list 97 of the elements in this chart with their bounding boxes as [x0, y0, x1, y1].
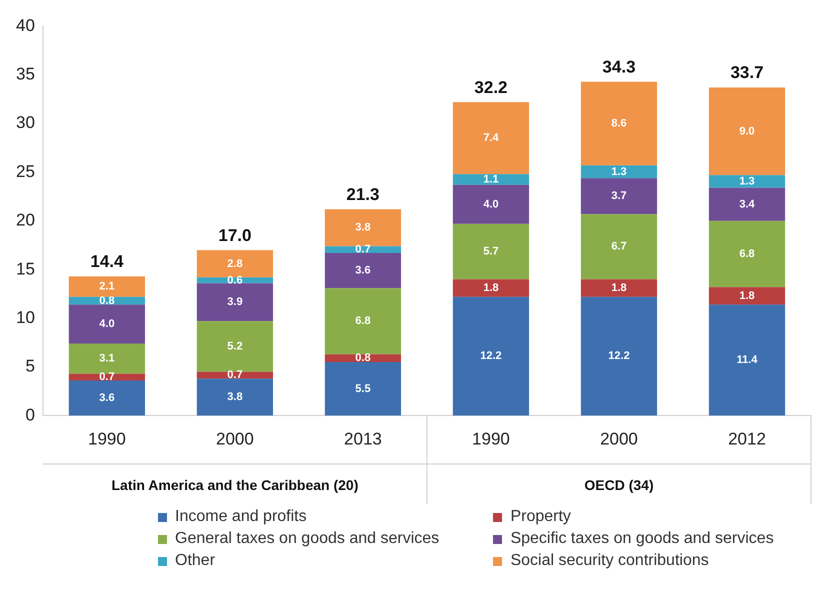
data-label: 5.5 — [355, 382, 371, 395]
data-label: 7.4 — [483, 132, 500, 144]
y-tick-label: 15 — [16, 259, 35, 278]
bar — [196, 250, 274, 278]
bar — [196, 283, 274, 322]
bar — [580, 165, 658, 178]
legend-label: Social security contributions — [510, 552, 709, 570]
data-label: 12.2 — [480, 350, 502, 362]
data-label: 0.7 — [99, 371, 115, 384]
data-label: 1.8 — [611, 282, 627, 294]
bar — [580, 214, 658, 280]
bar — [708, 304, 786, 416]
bar — [452, 279, 530, 297]
legend-label: Income and profits — [175, 508, 307, 526]
y-tick-label: 0 — [25, 405, 35, 424]
bar — [708, 88, 786, 176]
legend-label: Other — [175, 552, 216, 570]
data-label: 4.0 — [483, 198, 499, 210]
data-label: 5.2 — [227, 340, 243, 353]
total-label: 33.7 — [730, 63, 764, 82]
y-tick-label: 20 — [16, 210, 35, 230]
bar — [68, 344, 145, 374]
bar — [452, 174, 530, 185]
y-tick-label: 40 — [16, 16, 35, 35]
bar — [580, 279, 658, 297]
data-label: 12.2 — [608, 350, 630, 362]
data-label: 0.7 — [227, 369, 243, 382]
data-label: 2.1 — [99, 280, 115, 293]
text: Latin America and the Caribbean (20) — [111, 476, 358, 493]
bar — [580, 296, 658, 416]
data-label: 6.7 — [611, 240, 627, 253]
x-tick-label: 1990 — [88, 429, 126, 448]
bar — [580, 82, 658, 166]
bar — [452, 184, 530, 224]
bar — [68, 380, 145, 416]
legend-label: Property — [510, 508, 571, 526]
bar — [196, 378, 274, 416]
bar — [452, 102, 530, 174]
bar — [324, 246, 402, 254]
bar — [452, 224, 530, 280]
data-label: 1.3 — [739, 176, 755, 188]
total-label: 32.2 — [474, 78, 508, 97]
bar — [196, 321, 274, 372]
bar — [68, 374, 145, 381]
bar — [708, 220, 786, 288]
data-label: 0.8 — [99, 294, 115, 307]
bar — [324, 209, 402, 246]
data-label: 3.6 — [355, 264, 371, 277]
data-label: 4.0 — [99, 318, 115, 330]
bar — [580, 178, 658, 214]
data-label: 0.8 — [355, 352, 371, 364]
x-tick-label: 1990 — [472, 429, 510, 448]
data-label: 1.8 — [483, 282, 499, 294]
total-label: 14.4 — [90, 252, 124, 272]
x-tick-label: 2000 — [600, 429, 638, 448]
x-tick-label: 2013 — [344, 429, 382, 448]
total-label: 17.0 — [218, 226, 252, 245]
y-tick-label: 35 — [16, 64, 35, 84]
data-label: 3.6 — [99, 392, 115, 404]
x-tick-label: 2012 — [728, 429, 766, 448]
bar — [708, 188, 786, 221]
data-label: 1.1 — [483, 174, 499, 186]
y-tick-label: 10 — [16, 308, 35, 327]
data-label: 11.4 — [736, 354, 758, 366]
legend-label: Specific taxes on goods and services — [510, 530, 774, 548]
data-label: 1.3 — [611, 166, 627, 178]
x-tick-label: 2000 — [216, 429, 254, 448]
data-label: 5.7 — [483, 246, 499, 258]
y-tick-label: 30 — [16, 113, 35, 132]
bar — [324, 253, 402, 288]
total-label: 21.3 — [346, 184, 380, 204]
data-label: 3.8 — [355, 222, 371, 234]
data-label: 8.6 — [611, 118, 627, 130]
data-label: 3.4 — [739, 198, 756, 210]
bar — [708, 287, 786, 305]
data-label: 2.8 — [227, 258, 243, 270]
data-label: 6.8 — [355, 315, 371, 328]
data-label: 0.6 — [227, 274, 243, 286]
text: OECD (34) — [584, 476, 654, 493]
y-tick-label: 5 — [25, 356, 35, 376]
data-label: 1.8 — [739, 290, 755, 302]
bar — [68, 304, 145, 344]
bar — [324, 362, 402, 416]
bar — [68, 276, 145, 297]
data-label: 3.8 — [227, 391, 243, 404]
data-label: 0.7 — [355, 244, 371, 256]
data-label: 3.9 — [227, 296, 243, 308]
legend-label: General taxes on goods and services — [175, 530, 440, 548]
data-label: 3.7 — [611, 190, 627, 202]
data-label: 3.1 — [99, 352, 115, 365]
bar — [708, 175, 786, 188]
bar — [324, 288, 402, 354]
data-label: 9.0 — [739, 125, 755, 138]
total-label: 34.3 — [602, 57, 636, 76]
y-tick-label: 25 — [16, 162, 35, 181]
bar — [452, 296, 530, 416]
data-label: 6.8 — [739, 248, 755, 260]
